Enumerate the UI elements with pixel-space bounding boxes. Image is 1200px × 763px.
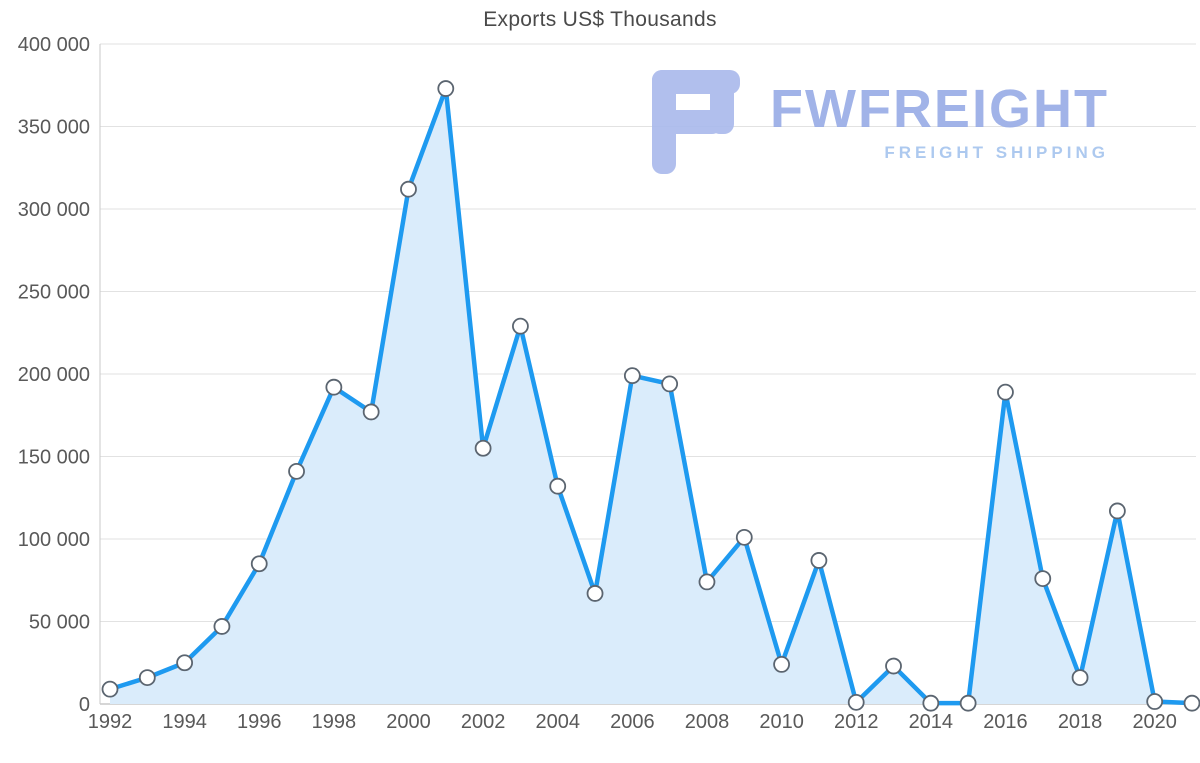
- svg-text:1996: 1996: [237, 711, 282, 733]
- svg-text:100 000: 100 000: [18, 529, 90, 551]
- svg-text:2018: 2018: [1058, 711, 1103, 733]
- svg-text:1994: 1994: [162, 711, 207, 733]
- svg-text:1998: 1998: [312, 711, 357, 733]
- svg-text:2020: 2020: [1132, 711, 1177, 733]
- svg-text:1992: 1992: [88, 711, 133, 733]
- svg-text:400 000: 400 000: [18, 34, 90, 56]
- svg-text:2000: 2000: [386, 711, 431, 733]
- svg-text:150 000: 150 000: [18, 447, 90, 469]
- svg-text:50 000: 50 000: [29, 612, 90, 634]
- svg-text:2016: 2016: [983, 711, 1028, 733]
- svg-text:2014: 2014: [909, 711, 954, 733]
- svg-text:2006: 2006: [610, 711, 655, 733]
- svg-text:2002: 2002: [461, 711, 506, 733]
- svg-text:350 000: 350 000: [18, 117, 90, 139]
- chart-title: Exports US$ Thousands: [483, 8, 717, 31]
- svg-text:2010: 2010: [759, 711, 804, 733]
- svg-text:200 000: 200 000: [18, 364, 90, 386]
- svg-text:300 000: 300 000: [18, 199, 90, 221]
- svg-text:0: 0: [79, 694, 90, 716]
- svg-text:250 000: 250 000: [18, 282, 90, 304]
- svg-text:2008: 2008: [685, 711, 730, 733]
- svg-text:2004: 2004: [535, 711, 580, 733]
- svg-text:2012: 2012: [834, 711, 879, 733]
